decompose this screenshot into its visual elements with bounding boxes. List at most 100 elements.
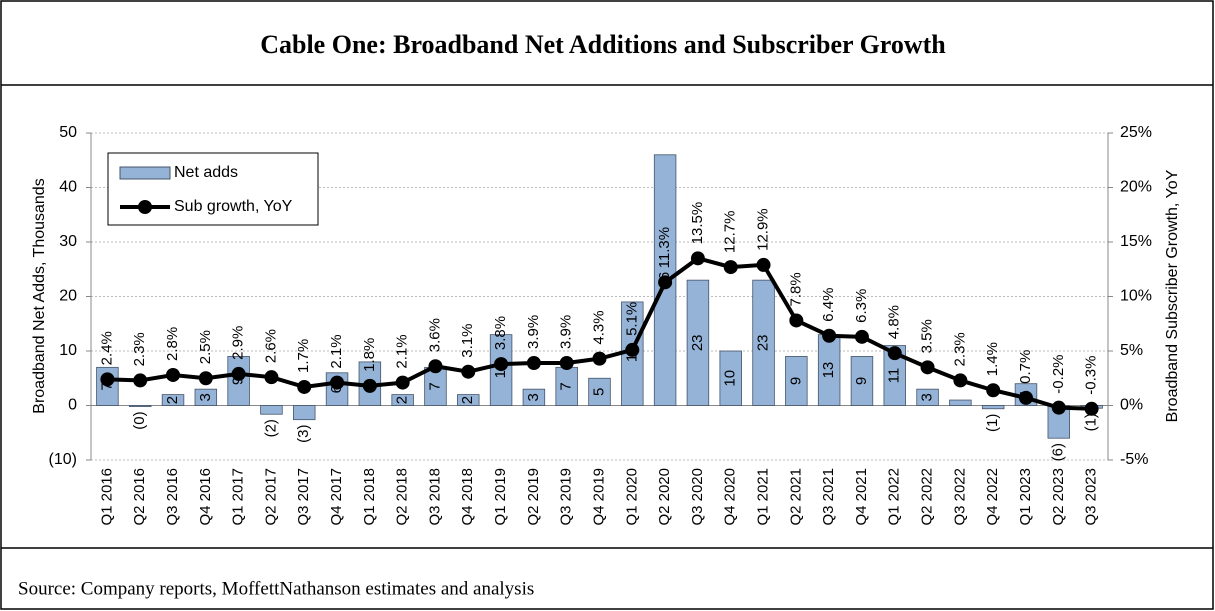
bar-label: 23 (755, 334, 772, 351)
x-tick-label: Q3 2017 (295, 468, 312, 526)
bar-label: 2 (164, 396, 181, 404)
bar-label: 7 (558, 382, 575, 390)
x-tick-label: Q2 2019 (525, 468, 542, 526)
x-tick-label: Q3 2019 (558, 468, 575, 526)
marker (100, 372, 115, 387)
marker (461, 364, 476, 379)
point-label: 3.5% (919, 319, 936, 353)
point-label: 13.5% (689, 202, 706, 245)
bar (686, 279, 710, 406)
bar (883, 345, 906, 406)
y-tick-label: 40 (59, 179, 77, 196)
x-tick-label: Q3 2021 (820, 468, 837, 526)
bar (128, 405, 152, 407)
marker (166, 367, 181, 382)
y-tick-label: (10) (49, 451, 77, 468)
x-tick-label: Q4 2021 (853, 468, 870, 526)
bar-label: 3 (919, 393, 936, 401)
bar-label: 23 (689, 334, 706, 351)
bar-label: (0) (131, 411, 148, 429)
bar-label: 13 (820, 362, 837, 379)
point-label: 3.1% (459, 324, 476, 358)
marker (592, 351, 607, 366)
point-label: 5.1% (623, 302, 640, 336)
marker (756, 257, 771, 272)
point-label: 12.9% (755, 208, 772, 251)
bar-label: (2) (262, 419, 279, 437)
x-tick-label: Q2 2018 (394, 468, 411, 526)
marker (526, 355, 541, 370)
marker (920, 360, 935, 375)
marker (133, 373, 148, 388)
point-label: 2.9% (230, 326, 247, 360)
point-label: 2.5% (197, 330, 214, 364)
bar-label: 5 (590, 388, 607, 396)
chart-title: Cable One: Broadband Net Additions and S… (260, 30, 946, 59)
bar-label: 3 (525, 393, 542, 401)
marker (1051, 400, 1066, 415)
x-tick-label: Q2 2022 (919, 468, 936, 526)
point-label: 2.3% (131, 332, 148, 366)
marker (198, 371, 213, 386)
bar (588, 377, 611, 406)
x-tick-label: Q3 2016 (164, 468, 181, 526)
marker (789, 313, 804, 328)
marker (1084, 401, 1099, 416)
marker (362, 378, 377, 393)
y2-tick-label: 10% (1120, 288, 1152, 305)
bar-label: 9 (230, 377, 247, 385)
bar-label: (1) (984, 414, 1001, 432)
point-label: 2.6% (262, 329, 279, 363)
marker (231, 366, 246, 381)
y-tick-label: 10 (59, 342, 77, 359)
x-tick-label: Q2 2016 (131, 468, 148, 526)
point-label: -0.3% (1083, 356, 1100, 395)
point-label: -0.2% (1050, 354, 1067, 393)
y-tick-label: 30 (59, 233, 77, 250)
x-tick-label: Q1 2023 (1017, 468, 1034, 526)
point-label: 2.1% (394, 334, 411, 368)
y2-tick-label: -5% (1120, 451, 1148, 468)
bar (293, 405, 316, 421)
bar-label: 10 (722, 370, 739, 387)
bar-label: 11 (886, 368, 903, 384)
x-tick-label: Q2 2021 (787, 468, 804, 526)
bar (227, 356, 250, 406)
x-tick-label: Q2 2017 (262, 468, 279, 526)
marker (559, 355, 574, 370)
marker (428, 359, 443, 374)
x-tick-label: Q4 2016 (197, 468, 214, 526)
legend-swatch (119, 166, 171, 180)
bar-label: 2 (394, 396, 411, 404)
marker (395, 375, 410, 390)
bar (752, 279, 775, 406)
bar (949, 399, 972, 406)
y2-tick-label: 5% (1120, 342, 1143, 359)
legend-swatch (138, 200, 152, 214)
bar (391, 394, 414, 406)
y-tick-label: 50 (59, 124, 77, 141)
y2-tick-label: 20% (1120, 179, 1152, 196)
marker (854, 329, 869, 344)
point-label: 2.3% (951, 332, 968, 366)
x-tick-label: Q3 2022 (951, 468, 968, 526)
point-label: 1.4% (984, 342, 1001, 376)
marker (986, 383, 1001, 398)
x-tick-label: Q1 2020 (623, 468, 640, 526)
marker (658, 275, 673, 290)
point-label: 2.8% (164, 327, 181, 361)
y-axis-title: Broadband Net Adds, Thousands (31, 178, 48, 413)
marker (822, 328, 837, 343)
marker (330, 375, 345, 390)
x-tick-label: Q4 2020 (722, 468, 739, 526)
point-label: 3.9% (525, 315, 542, 349)
bar-label: (3) (295, 424, 312, 442)
bar (194, 388, 218, 406)
point-label: 6.4% (820, 288, 837, 322)
point-label: 12.7% (722, 211, 739, 254)
y2-tick-label: 15% (1120, 233, 1152, 250)
x-tick-label: Q1 2021 (755, 468, 772, 526)
legend-label: Net adds (174, 164, 238, 181)
marker (887, 346, 902, 361)
x-tick-label: Q1 2017 (230, 468, 247, 526)
